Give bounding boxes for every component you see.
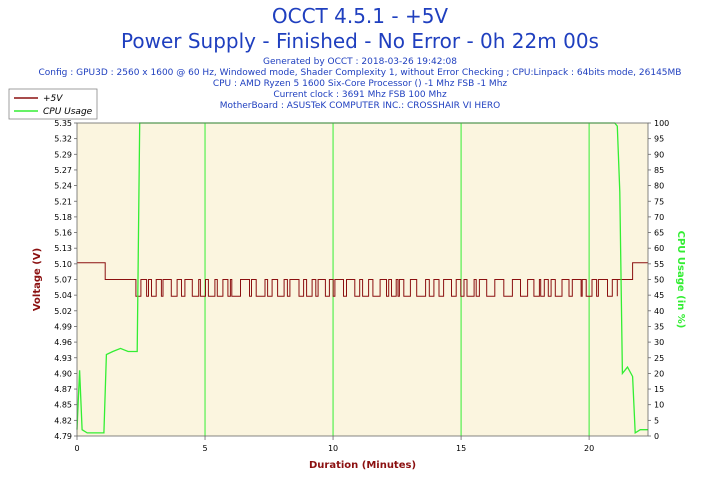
y2-tick-label: 70 [654,213,664,222]
legend: +5V CPU Usage [8,88,98,120]
x-tick-label: 10 [328,444,338,453]
y-tick-label: 5.04 [54,291,72,300]
y2-tick-label: 90 [654,150,664,159]
y-tick-label: 5.13 [54,244,72,253]
y-tick-label: 4.87 [54,385,72,394]
x-tick-label: 15 [456,444,466,453]
y-tick-label: 5.18 [54,213,72,222]
y-tick-label: 4.85 [54,401,72,410]
chart-subtitle: Power Supply - Finished - No Error - 0h … [121,29,599,53]
x-axis-ticks: 0 5 10 15 20 [74,436,594,453]
x-tick-label: 0 [74,444,79,453]
y-tick-label: 4.99 [54,322,72,331]
y2-tick-label: 65 [654,229,664,238]
legend-box [8,88,98,120]
y-tick-label: 4.93 [54,354,72,363]
y2-tick-label: 95 [654,135,664,144]
left-axis-ticks: 4.79 4.82 4.85 4.87 4.90 4.93 4.96 4.99 5.02 5.04… [54,119,77,441]
y-tick-label: 5.35 [54,119,72,128]
info-clock: Current clock : 3691 Mhz FSB 100 Mhz [273,90,447,100]
info-cpu: CPU : AMD Ryzen 5 1600 Six-Core Processo… [212,79,508,89]
x-tick-label: 5 [202,444,207,453]
y2-tick-label: 85 [654,166,664,175]
series-voltage-line [77,262,648,297]
y-tick-label: 4.96 [54,338,72,347]
chart-title: OCCT 4.5.1 - +5V [271,4,449,28]
info-config: Config : GPU3D : 2560 x 1600 @ 60 Hz, Wi… [38,68,682,78]
series-cpu-line [76,122,648,435]
info-motherboard: MotherBoard : ASUSTeK COMPUTER INC.: CRO… [219,101,501,111]
plot-frame [76,122,649,437]
y2-tick-label: 100 [654,119,669,128]
y2-tick-label: 75 [654,197,664,206]
y2-tick-label: 30 [654,338,664,347]
y2-tick-label: 45 [654,291,664,300]
y2-tick-label: 20 [654,369,664,378]
y-tick-label: 5.29 [54,150,72,159]
y-tick-label: 5.27 [54,166,72,175]
y-tick-label: 5.32 [54,135,72,144]
x-tick-label: 20 [584,444,594,453]
y-tick-label: 4.90 [54,369,72,378]
y2-tick-label: 5 [654,416,659,425]
y-tick-label: 5.24 [54,182,72,191]
y2-tick-label: 80 [654,182,664,191]
legend-label-voltage: +5V [43,94,63,104]
y2-tick-label: 15 [654,385,664,394]
y-tick-label: 5.16 [54,229,72,238]
y2-tick-label: 55 [654,260,664,269]
y2-tick-label: 50 [654,276,664,285]
y2-tick-label: 10 [654,401,664,410]
y-tick-label: 5.07 [54,276,72,285]
right-axis-ticks: 0 5 10 15 20 25 30 35 40 45 50 55 60 65 70 75 80 85 90 95 10… [648,119,669,441]
y-tick-label: 4.82 [54,416,72,425]
y2-tick-label: 40 [654,307,664,316]
y-tick-label: 4.79 [54,432,72,441]
y2-tick-label: 60 [654,244,664,253]
y-tick-label: 5.02 [54,307,72,316]
x-axis-label: Duration (Minutes) [309,460,416,471]
y-axis-label: Voltage (V) [32,248,43,311]
y2-tick-label: 0 [654,432,659,441]
y-tick-label: 5.21 [54,197,72,206]
y2-tick-label: 25 [654,354,664,363]
legend-label-cpu: CPU Usage [43,107,93,117]
y2-axis-label: CPU Usage (in %) [675,231,686,329]
y-tick-label: 5.10 [54,260,72,269]
y2-tick-label: 35 [654,322,664,331]
info-generated: Generated by OCCT : 2018-03-26 19:42:08 [263,57,457,67]
